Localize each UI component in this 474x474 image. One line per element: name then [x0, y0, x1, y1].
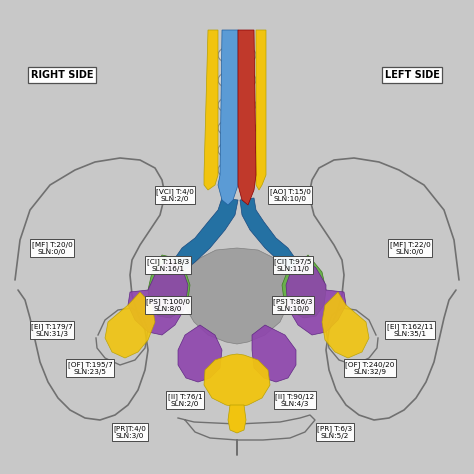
Polygon shape	[282, 255, 326, 318]
Text: [PR] T:6/3
SLN:5/2: [PR] T:6/3 SLN:5/2	[318, 425, 353, 439]
Text: [CI] T:118/3
SLN:16/1: [CI] T:118/3 SLN:16/1	[147, 258, 189, 272]
Polygon shape	[286, 258, 346, 335]
Polygon shape	[178, 325, 222, 382]
Text: [EI] T:162/11
SLN:35/1: [EI] T:162/11 SLN:35/1	[387, 323, 433, 337]
Text: [VCI] T:4/0
SLN:2/0: [VCI] T:4/0 SLN:2/0	[156, 188, 194, 202]
Polygon shape	[128, 258, 188, 335]
Text: [AO] T:15/0
SLN:10/0: [AO] T:15/0 SLN:10/0	[270, 188, 310, 202]
Text: [MF] T:20/0
SLN:0/0: [MF] T:20/0 SLN:0/0	[32, 241, 73, 255]
Ellipse shape	[218, 45, 256, 65]
Ellipse shape	[218, 140, 256, 160]
Text: [OF] T:195/7
SLN:23/5: [OF] T:195/7 SLN:23/5	[68, 361, 112, 375]
Polygon shape	[204, 354, 270, 407]
Ellipse shape	[218, 70, 256, 90]
Text: [II] T:90/12
SLN:4/3: [II] T:90/12 SLN:4/3	[275, 393, 315, 407]
Polygon shape	[322, 292, 369, 358]
Text: [PS] T:86/3
SLN:10/0: [PS] T:86/3 SLN:10/0	[273, 298, 313, 312]
Ellipse shape	[218, 118, 256, 138]
Polygon shape	[228, 405, 246, 433]
Polygon shape	[148, 255, 190, 318]
Text: [CI] T:97/5
SLN:11/0: [CI] T:97/5 SLN:11/0	[274, 258, 312, 272]
Text: LEFT SIDE: LEFT SIDE	[384, 70, 439, 80]
Ellipse shape	[218, 95, 256, 115]
Text: [PS] T:100/0
SLN:8/0: [PS] T:100/0 SLN:8/0	[146, 298, 190, 312]
Polygon shape	[182, 248, 290, 344]
Text: [OF] T:240/20
SLN:32/9: [OF] T:240/20 SLN:32/9	[346, 361, 395, 375]
Polygon shape	[252, 325, 296, 382]
Text: [EI] T:179/7
SLN:31/3: [EI] T:179/7 SLN:31/3	[31, 323, 73, 337]
Polygon shape	[105, 292, 155, 358]
Polygon shape	[218, 30, 238, 205]
Text: [PR]T:4/0
SLN:3/0: [PR]T:4/0 SLN:3/0	[114, 425, 146, 439]
Polygon shape	[240, 198, 296, 270]
Text: RIGHT SIDE: RIGHT SIDE	[31, 70, 93, 80]
Polygon shape	[256, 30, 266, 190]
Polygon shape	[204, 30, 218, 190]
Polygon shape	[175, 198, 238, 270]
Text: [MF] T:22/0
SLN:0/0: [MF] T:22/0 SLN:0/0	[390, 241, 430, 255]
Ellipse shape	[218, 160, 256, 180]
Text: [II] T:76/1
SLN:2/0: [II] T:76/1 SLN:2/0	[168, 393, 202, 407]
Polygon shape	[238, 30, 256, 205]
